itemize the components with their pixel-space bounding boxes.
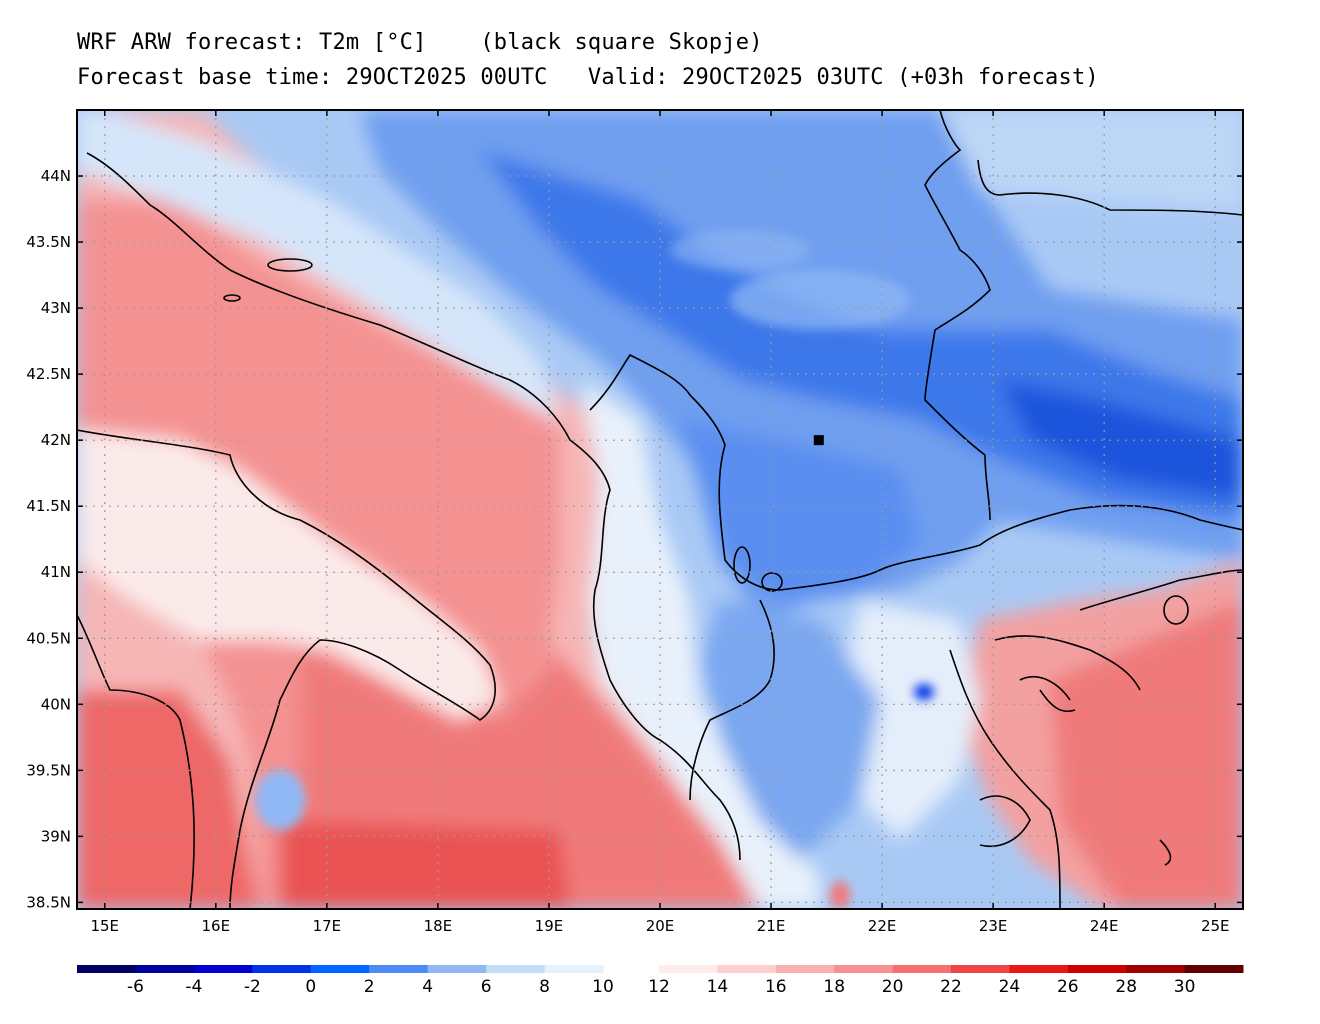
lat-tick-label: 42.5N <box>26 365 71 383</box>
colorbar-label: 8 <box>539 977 550 997</box>
colorbar-label: 30 <box>1174 977 1196 997</box>
lat-tick-label: 43.5N <box>26 233 71 251</box>
lat-tick-label: 41N <box>41 563 71 581</box>
colorbar-label: 2 <box>364 977 375 997</box>
colorbar-label: 16 <box>765 977 787 997</box>
colorbar-swatch <box>77 965 136 973</box>
colorbar-swatch <box>252 965 312 973</box>
map-gridlines <box>77 110 1243 909</box>
temperature-field <box>77 110 1243 909</box>
colorbar-label: 10 <box>592 977 614 997</box>
lat-tick-label: 38.5N <box>26 893 71 911</box>
lon-tick-label: 24E <box>1090 917 1119 935</box>
colorbar-swatch <box>310 965 370 973</box>
colorbar-swatch <box>717 965 777 973</box>
colorbar-swatch <box>775 965 835 973</box>
skopje-marker <box>813 435 824 446</box>
colorbar-label: 20 <box>882 977 904 997</box>
colorbar-swatch <box>951 965 1010 973</box>
latitude-axis: 44N 43.5N 43N 42.5N 42N 41.5N 41N 40.5N 40N 39.5N… <box>26 167 1243 911</box>
colorbar-label: -6 <box>127 977 144 997</box>
lat-tick-label: 44N <box>41 167 71 185</box>
colorbar-label: 22 <box>940 977 962 997</box>
colorbar-label: 18 <box>823 977 845 997</box>
lon-tick-label: 21E <box>757 917 786 935</box>
lat-tick-label: 39.5N <box>26 761 71 779</box>
colorbar-swatch <box>486 965 546 973</box>
colorbar-swatch <box>193 965 253 973</box>
colorbar-swatch <box>1184 965 1244 973</box>
lon-tick-label: 18E <box>424 917 453 935</box>
lon-tick-label: 16E <box>202 917 231 935</box>
colorbar-label: 24 <box>999 977 1021 997</box>
colorbar-swatch <box>369 965 429 973</box>
colorbar-label: 14 <box>707 977 729 997</box>
colorbar-swatch <box>544 965 604 973</box>
lon-tick-label: 19E <box>535 917 564 935</box>
colorbar-label: 4 <box>422 977 433 997</box>
colorbar-label: 26 <box>1057 977 1079 997</box>
colorbar-swatch <box>834 965 894 973</box>
lon-tick-label: 25E <box>1201 917 1230 935</box>
lon-tick-label: 17E <box>313 917 342 935</box>
colorbar-label: -4 <box>185 977 202 997</box>
longitude-axis: 15E 16E 17E 18E 19E 20E 21E 22E 23E 24E 25E <box>90 110 1230 935</box>
lat-tick-label: 41.5N <box>26 497 71 515</box>
colorbar-label: 28 <box>1115 977 1137 997</box>
colorbar-label: 12 <box>648 977 670 997</box>
colorbar-swatch <box>659 965 718 973</box>
colorbar-swatch <box>1009 965 1069 973</box>
colorbar-label: -2 <box>244 977 261 997</box>
lat-tick-label: 40N <box>41 695 71 713</box>
map-title-line-1: WRF ARW forecast: T2m [°C] (black square… <box>77 30 763 55</box>
map-title-line-2: Forecast base time: 29OCT2025 00UTC Vali… <box>77 65 1099 90</box>
colorbar-swatch <box>135 965 195 973</box>
colorbar-label: 0 <box>305 977 316 997</box>
lat-tick-label: 40.5N <box>26 629 71 647</box>
lat-tick-label: 42N <box>41 431 71 449</box>
lon-tick-label: 23E <box>979 917 1008 935</box>
colorbar-swatch <box>1126 965 1186 973</box>
lon-tick-label: 15E <box>90 917 119 935</box>
lat-tick-label: 39N <box>41 827 71 845</box>
temperature-colorbar: -6 -4 -2 0 2 4 6 8 10 12 14 16 18 20 22 24 26 28 30 <box>77 965 1244 997</box>
colorbar-swatch <box>427 965 487 973</box>
lon-tick-label: 20E <box>646 917 675 935</box>
lon-tick-label: 22E <box>868 917 897 935</box>
colorbar-label: 6 <box>481 977 492 997</box>
lat-tick-label: 43N <box>41 299 71 317</box>
colorbar-swatch <box>1067 965 1127 973</box>
coastlines-and-borders <box>77 110 1243 909</box>
colorbar-swatch <box>892 965 952 973</box>
